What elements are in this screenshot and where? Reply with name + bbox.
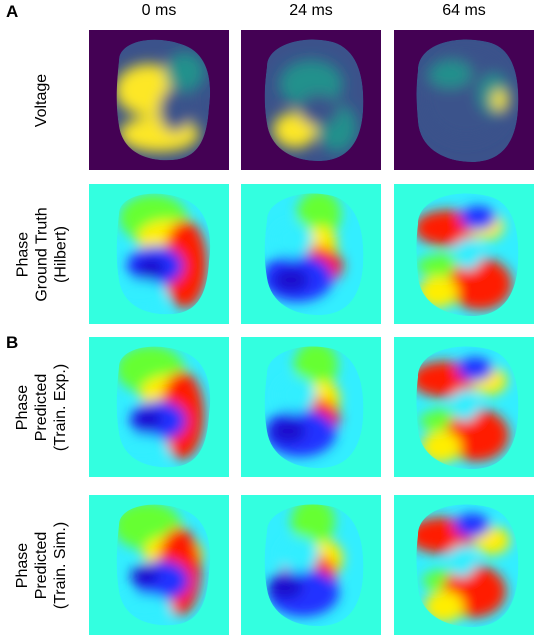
row-label-line: Predicted (33, 373, 51, 441)
map-graphic (241, 337, 381, 477)
phase-ground-truth-map-0ms (89, 184, 229, 324)
row-label-line: Predicted (33, 531, 51, 599)
map-graphic (89, 337, 229, 477)
voltage-map-24ms (241, 30, 381, 170)
phase-ground-truth-map-24ms (241, 184, 381, 324)
row-label-line: (Train. Sim.) (52, 521, 70, 609)
column-header-24ms: 24 ms (289, 2, 333, 19)
row-label-line: Phase (14, 384, 32, 430)
map-graphic (241, 30, 381, 170)
map-graphic (394, 184, 534, 324)
map-graphic (241, 495, 381, 635)
voltage-map-0ms (89, 30, 229, 170)
row-label-phase-ground-truth: Phase Ground Truth (Hilbert) (0, 184, 84, 324)
column-header-64ms: 64 ms (442, 2, 486, 19)
column-header-0ms: 0 ms (141, 2, 177, 19)
voltage-map-64ms (394, 30, 534, 170)
row-label-phase-predicted-exp: Phase Predicted (Train. Exp.) (0, 337, 84, 477)
panel-label-a: A (6, 2, 19, 21)
phase-ground-truth-map-64ms (394, 184, 534, 324)
phase-predicted-sim-map-24ms (241, 495, 381, 635)
phase-predicted-exp-map-64ms (394, 337, 534, 477)
row-label-voltage: Voltage (0, 30, 84, 170)
phase-predicted-exp-map-0ms (89, 337, 229, 477)
row-label-line: Phase (14, 231, 32, 277)
row-label-phase-predicted-sim: Phase Predicted (Train. Sim.) (0, 495, 84, 635)
row-label-line: Ground Truth (33, 206, 51, 302)
map-graphic (394, 337, 534, 477)
map-graphic (394, 495, 534, 635)
map-graphic (89, 495, 229, 635)
map-graphic (241, 184, 381, 324)
panel-label-b: B (6, 333, 19, 352)
phase-predicted-sim-map-64ms (394, 495, 534, 635)
map-graphic (394, 30, 534, 170)
row-label-line: (Train. Exp.) (52, 363, 70, 451)
row-label-line: Voltage (33, 73, 51, 127)
row-label-line: Phase (14, 542, 32, 588)
map-graphic (89, 30, 229, 170)
phase-predicted-sim-map-0ms (89, 495, 229, 635)
phase-predicted-exp-map-24ms (241, 337, 381, 477)
map-graphic (89, 184, 229, 324)
row-label-line: (Hilbert) (52, 225, 70, 283)
